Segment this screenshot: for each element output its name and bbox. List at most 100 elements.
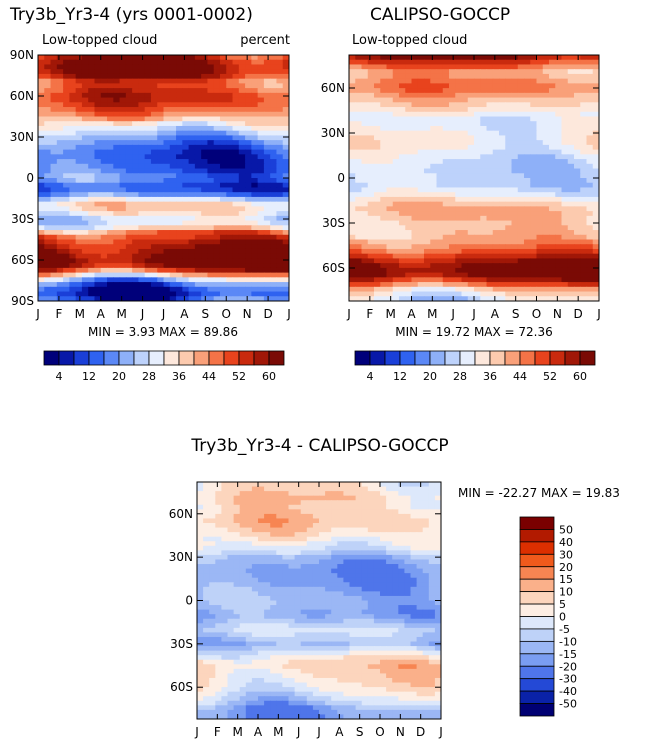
contour-cell — [592, 201, 599, 207]
contour-cell — [88, 144, 96, 151]
contour-cell — [449, 277, 456, 283]
contour-cell — [263, 168, 271, 174]
contour-cell — [349, 486, 357, 492]
contour-cell — [373, 536, 381, 542]
contour-cell — [227, 500, 235, 506]
contour-cell — [511, 258, 519, 264]
contour-cell — [405, 196, 413, 203]
contour-cell — [163, 206, 171, 212]
contour-cell — [44, 125, 52, 132]
colorbar-box — [238, 350, 255, 366]
contour-cell — [63, 144, 70, 151]
contour-cell — [417, 215, 425, 222]
contour-cell — [405, 182, 413, 189]
contour-cell — [69, 182, 77, 189]
contour-cell — [567, 116, 575, 122]
contour-cell — [499, 173, 506, 179]
contour-cell — [270, 495, 277, 501]
contour-cell — [386, 282, 394, 288]
contour-cell — [125, 215, 133, 222]
contour-cell — [367, 116, 375, 122]
contour-cell — [258, 513, 265, 520]
contour-cell — [474, 140, 481, 146]
contour-cell — [574, 163, 581, 170]
contour-cell — [50, 163, 58, 170]
contour-cell — [270, 282, 278, 288]
contour-cell — [63, 196, 70, 203]
contour-cell — [169, 154, 177, 160]
contour-cell — [207, 291, 215, 297]
contour-cell — [75, 59, 83, 66]
contour-cell — [405, 201, 413, 207]
contour-cell — [176, 234, 183, 241]
contour-cell — [94, 263, 102, 269]
contour-cell — [282, 140, 289, 146]
contour-cell — [549, 163, 556, 170]
contour-cell — [38, 59, 45, 66]
contour-cell — [207, 73, 215, 80]
contour-cell — [88, 149, 96, 155]
contour-cell — [138, 69, 146, 75]
contour-cell — [288, 486, 296, 492]
contour-cell — [188, 220, 196, 226]
contour-cell — [536, 267, 544, 274]
x-tick-label: J — [450, 307, 455, 321]
contour-cell — [282, 541, 290, 547]
contour-cell — [144, 78, 152, 84]
contour-cell — [474, 215, 481, 222]
contour-cell — [75, 192, 83, 198]
contour-cell — [56, 102, 64, 108]
contour-cell — [430, 149, 438, 155]
contour-cell — [132, 263, 140, 269]
contour-cell — [349, 154, 356, 160]
contour-cell — [455, 239, 463, 245]
contour-cell — [226, 291, 234, 297]
contour-cell — [113, 69, 121, 75]
contour-cell — [125, 159, 133, 165]
contour-cell — [549, 159, 556, 165]
contour-cell — [94, 201, 102, 207]
contour-cell — [461, 215, 469, 222]
contour-cell — [100, 248, 108, 255]
contour-cell — [319, 545, 326, 551]
contour-cell — [107, 88, 114, 94]
contour-cell — [150, 196, 158, 203]
contour-cell — [75, 178, 83, 184]
contour-cell — [422, 482, 430, 488]
contour-cell — [499, 244, 506, 250]
contour-cell — [492, 64, 500, 70]
x-tick-label: M — [427, 307, 437, 321]
contour-cell — [349, 282, 356, 288]
contour-cell — [404, 491, 412, 497]
contour-cell — [56, 159, 64, 165]
contour-cell — [574, 182, 581, 189]
contour-cell — [574, 220, 581, 226]
contour-cell — [549, 230, 556, 236]
contour-cell — [194, 59, 202, 66]
contour-cell — [411, 225, 419, 231]
contour-cell — [221, 495, 229, 501]
contour-cell — [50, 116, 58, 122]
contour-cell — [38, 253, 45, 260]
colorbar-box — [268, 350, 285, 366]
contour-cell — [467, 296, 475, 301]
contour-cell — [449, 296, 456, 301]
contour-cell — [276, 69, 284, 75]
contour-cell — [207, 135, 215, 141]
contour-cell — [226, 144, 234, 151]
contour-cell — [221, 491, 229, 497]
contour-cell — [215, 545, 222, 551]
contour-cell — [100, 55, 108, 61]
contour-cell — [331, 495, 338, 501]
contour-cell — [207, 78, 215, 84]
contour-cell — [349, 527, 357, 533]
contour-cell — [203, 486, 210, 492]
contour-cell — [263, 282, 271, 288]
contour-cell — [263, 173, 271, 179]
contour-cell — [386, 168, 394, 174]
contour-cell — [343, 532, 351, 538]
contour-cell — [288, 541, 296, 547]
contour-cell — [81, 192, 89, 198]
contour-cell — [176, 267, 183, 274]
contour-cell — [294, 500, 302, 506]
